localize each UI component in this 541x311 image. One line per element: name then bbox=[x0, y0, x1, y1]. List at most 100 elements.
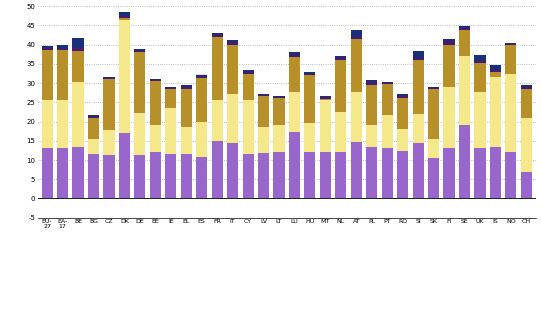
Bar bbox=[413, 51, 424, 58]
Bar bbox=[134, 156, 146, 198]
Bar bbox=[103, 130, 115, 156]
Bar bbox=[320, 152, 331, 198]
Bar bbox=[413, 114, 424, 143]
Bar bbox=[320, 96, 331, 97]
Bar bbox=[181, 85, 192, 87]
Bar bbox=[72, 38, 84, 48]
Bar bbox=[444, 41, 454, 45]
Bar bbox=[490, 65, 501, 70]
Bar bbox=[521, 118, 532, 172]
Bar bbox=[119, 16, 130, 18]
Bar bbox=[428, 158, 439, 198]
Bar bbox=[351, 92, 362, 142]
Bar bbox=[242, 73, 254, 100]
Bar bbox=[397, 129, 408, 151]
Bar bbox=[242, 100, 254, 154]
Bar bbox=[351, 142, 362, 198]
Bar bbox=[258, 96, 269, 127]
Bar bbox=[289, 132, 300, 198]
Bar bbox=[320, 100, 331, 152]
Bar bbox=[242, 70, 254, 72]
Bar bbox=[103, 77, 115, 78]
Bar bbox=[119, 133, 130, 198]
Bar bbox=[366, 80, 377, 82]
Bar bbox=[72, 51, 84, 81]
Bar bbox=[88, 117, 99, 118]
Bar bbox=[273, 98, 285, 125]
Bar bbox=[505, 43, 517, 44]
Bar bbox=[381, 84, 393, 115]
Bar bbox=[459, 125, 470, 198]
Bar bbox=[165, 154, 176, 198]
Bar bbox=[165, 108, 176, 154]
Bar bbox=[289, 52, 300, 55]
Bar bbox=[42, 46, 52, 48]
Bar bbox=[505, 152, 517, 198]
Bar bbox=[505, 45, 517, 73]
Bar bbox=[366, 85, 377, 125]
Bar bbox=[289, 92, 300, 132]
Bar bbox=[165, 89, 176, 108]
Bar bbox=[181, 89, 192, 127]
Bar bbox=[196, 76, 207, 77]
Bar bbox=[335, 58, 346, 60]
Bar bbox=[181, 127, 192, 154]
Bar bbox=[428, 88, 439, 89]
Bar bbox=[196, 73, 207, 76]
Bar bbox=[381, 115, 393, 148]
Bar bbox=[428, 139, 439, 158]
Bar bbox=[521, 87, 532, 89]
Bar bbox=[72, 147, 84, 198]
Bar bbox=[103, 156, 115, 198]
Bar bbox=[413, 60, 424, 114]
Bar bbox=[212, 141, 223, 198]
Bar bbox=[474, 63, 485, 92]
Bar bbox=[474, 148, 485, 198]
Bar bbox=[72, 48, 84, 51]
Bar bbox=[428, 87, 439, 88]
Bar bbox=[474, 61, 485, 63]
Bar bbox=[72, 81, 84, 147]
Bar bbox=[305, 123, 315, 152]
Bar bbox=[459, 56, 470, 125]
Bar bbox=[181, 87, 192, 89]
Bar bbox=[42, 50, 52, 100]
Bar bbox=[273, 96, 285, 97]
Bar bbox=[57, 45, 68, 49]
Bar bbox=[227, 42, 238, 45]
Bar bbox=[320, 97, 331, 99]
Bar bbox=[459, 30, 470, 56]
Bar bbox=[335, 60, 346, 112]
Bar bbox=[196, 77, 207, 78]
Bar bbox=[459, 26, 470, 28]
Bar bbox=[242, 72, 254, 73]
Bar bbox=[474, 55, 485, 61]
Bar bbox=[150, 125, 161, 152]
Bar bbox=[351, 37, 362, 39]
Bar bbox=[397, 94, 408, 96]
Bar bbox=[397, 151, 408, 198]
Bar bbox=[88, 115, 99, 117]
Bar bbox=[320, 99, 331, 100]
Bar bbox=[42, 148, 52, 198]
Bar bbox=[444, 45, 454, 87]
Bar bbox=[134, 51, 146, 52]
Bar bbox=[196, 78, 207, 122]
Bar bbox=[397, 96, 408, 98]
Bar bbox=[57, 50, 68, 100]
Bar bbox=[351, 39, 362, 92]
Bar bbox=[428, 89, 439, 139]
Bar bbox=[134, 113, 146, 156]
Bar bbox=[459, 28, 470, 30]
Bar bbox=[413, 143, 424, 198]
Bar bbox=[258, 153, 269, 198]
Bar bbox=[366, 125, 377, 146]
Bar bbox=[88, 154, 99, 198]
Bar bbox=[258, 95, 269, 96]
Bar bbox=[413, 58, 424, 60]
Bar bbox=[196, 157, 207, 198]
Bar bbox=[227, 143, 238, 198]
Bar bbox=[119, 12, 130, 16]
Bar bbox=[490, 70, 501, 72]
Bar bbox=[366, 82, 377, 85]
